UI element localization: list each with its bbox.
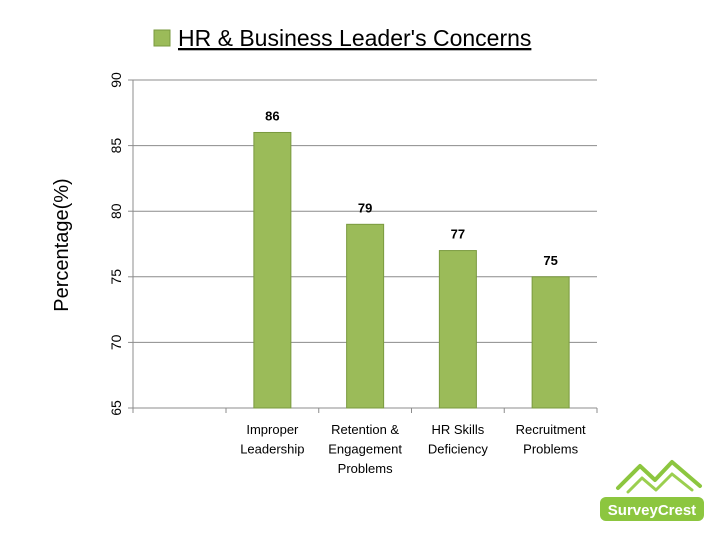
x-tick-label: HR Skills Deficiency <box>428 422 488 457</box>
legend: HR & Business Leader's Concerns <box>153 25 531 51</box>
x-tick-labels: Improper Leadership Retention & Engagement P… <box>240 422 586 476</box>
data-label: 75 <box>543 253 557 268</box>
bar <box>438 250 477 409</box>
bar <box>346 223 385 409</box>
legend-label: HR & Business Leader's Concerns <box>178 25 531 51</box>
y-tick-label: 90 <box>108 72 124 88</box>
x-tick-label: Retention & Engagement Problems <box>328 422 402 476</box>
y-tick-label: 65 <box>108 400 124 416</box>
y-tick-label: 85 <box>108 138 124 154</box>
legend-swatch <box>153 29 171 47</box>
logo-text: SurveyCrest <box>608 502 696 519</box>
x-tick-label: Recruitment Problems <box>516 422 586 457</box>
data-label: 77 <box>451 227 465 242</box>
y-tick-label: 80 <box>108 203 124 219</box>
gridlines <box>133 79 597 343</box>
data-label: 79 <box>358 200 372 215</box>
y-tick-label: 75 <box>108 269 124 285</box>
y-axis-title: Percentage(%) <box>51 178 73 311</box>
bars <box>253 131 570 409</box>
data-label: 86 <box>265 108 279 123</box>
y-tick-label: 70 <box>108 334 124 350</box>
bar <box>531 276 570 409</box>
y-tick-labels: 65 70 75 80 85 90 <box>108 72 124 416</box>
bar <box>253 131 292 409</box>
data-labels: 86 79 77 75 <box>265 108 558 267</box>
x-tick-label: Improper Leadership <box>240 422 304 457</box>
surveycrest-logo: SurveyCrest <box>600 460 704 521</box>
mountain-icon <box>616 460 702 494</box>
